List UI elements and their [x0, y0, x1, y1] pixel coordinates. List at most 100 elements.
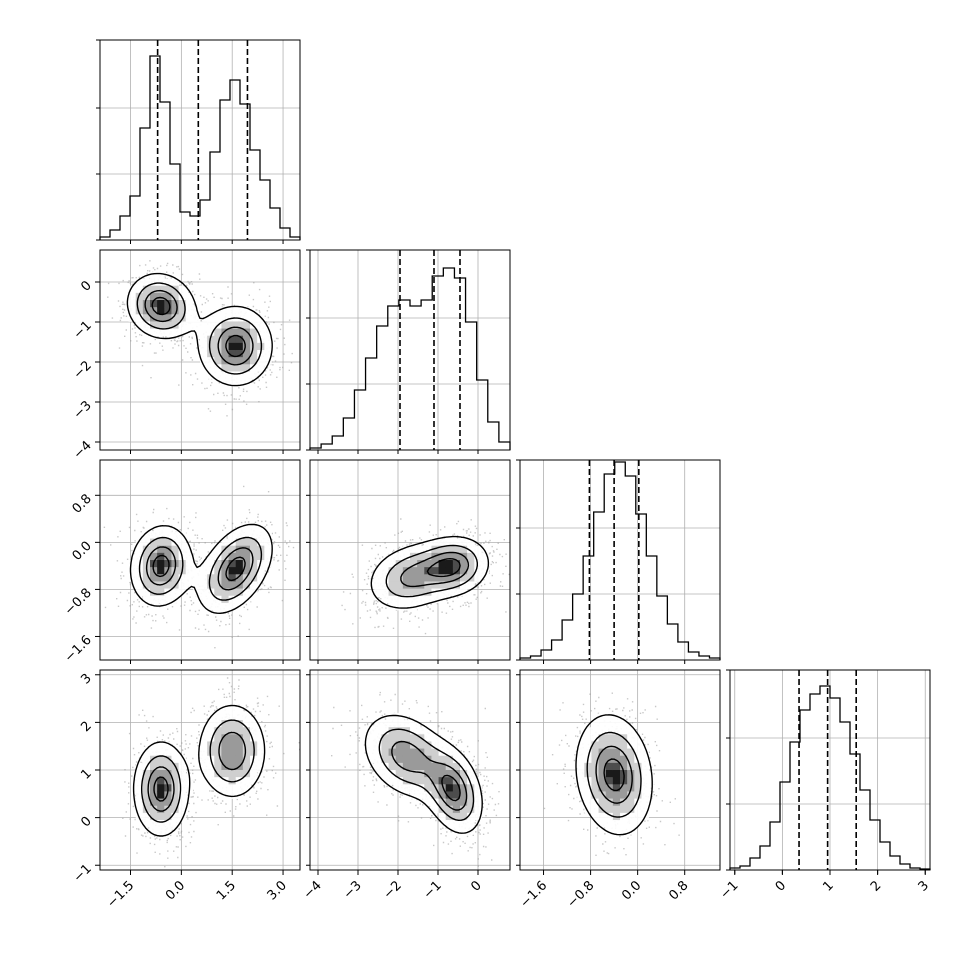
density-cell — [460, 784, 468, 792]
density-cell — [214, 328, 222, 337]
density-cell — [388, 560, 397, 568]
density-cell — [200, 762, 208, 771]
density-cell — [164, 560, 172, 568]
density-cell — [467, 552, 475, 561]
density-cell — [242, 545, 251, 554]
density-cell — [250, 777, 258, 785]
density-cell — [207, 770, 215, 778]
density-cell — [221, 378, 229, 387]
contour-line-2 — [145, 546, 254, 591]
density-cell — [185, 300, 194, 308]
density-cell — [142, 292, 151, 301]
density-cell — [157, 321, 165, 329]
density-cell — [235, 574, 244, 582]
density-cell — [171, 531, 179, 539]
density-cell — [164, 574, 172, 582]
density-cell — [577, 784, 585, 792]
density-cell — [150, 798, 158, 807]
density-cell — [242, 552, 251, 561]
density-cell — [424, 762, 432, 771]
contour-line-2 — [595, 745, 633, 804]
density-cell — [178, 307, 187, 315]
density-cell — [207, 314, 215, 322]
density-cell — [200, 357, 208, 365]
density-cell — [612, 798, 621, 807]
density-cell — [598, 770, 607, 778]
density-cell — [142, 798, 151, 807]
density-cell — [150, 762, 158, 771]
density-cell — [438, 545, 447, 554]
density-cell — [228, 307, 237, 315]
density-cell — [242, 335, 251, 344]
density-cell — [235, 734, 244, 742]
density-cell — [591, 734, 599, 742]
density-cell — [374, 741, 382, 749]
density-cell — [605, 748, 614, 757]
density-cell — [228, 791, 237, 799]
density-cell — [634, 734, 642, 742]
density-cell — [157, 300, 165, 308]
density-cell — [257, 741, 265, 749]
density-cell — [410, 748, 418, 757]
density-cell — [417, 762, 425, 771]
density-cell — [634, 748, 642, 757]
density-cell — [410, 755, 418, 764]
density-cell — [627, 748, 635, 757]
density-cell — [395, 755, 404, 764]
x-axis-0-tick-label: −1.5 — [104, 878, 137, 911]
density-cell — [424, 777, 432, 785]
density-cell — [584, 762, 592, 771]
density-cell — [641, 755, 649, 764]
density-cell — [178, 770, 187, 778]
density-cell — [627, 777, 635, 785]
density-cell — [591, 791, 599, 799]
density-cell — [242, 581, 251, 589]
density-cell — [424, 748, 432, 757]
density-cell — [452, 762, 461, 771]
density-cell — [128, 574, 137, 582]
density-cell — [467, 560, 475, 568]
density-cell — [395, 567, 404, 575]
density-cell — [605, 798, 614, 807]
density-cell — [142, 328, 151, 337]
density-cell — [395, 770, 404, 778]
density-cell — [200, 595, 208, 604]
density-cell — [150, 595, 158, 604]
histogram-panel-2 — [516, 459, 721, 664]
density-cell — [591, 777, 599, 785]
density-cell — [178, 545, 187, 554]
density-cell — [250, 560, 258, 568]
density-cell — [228, 712, 237, 721]
density-cell — [445, 545, 454, 554]
density-cell — [591, 770, 599, 778]
y-axis-3-tick-label: −1 — [71, 861, 95, 885]
density-cell — [257, 755, 265, 764]
density-cell — [641, 784, 649, 792]
density-cell — [235, 727, 244, 735]
density-cell — [250, 720, 258, 728]
density-cell — [214, 581, 222, 589]
density-cell — [374, 727, 382, 735]
density-cell — [402, 560, 411, 568]
density-cell — [142, 545, 151, 554]
density-cell — [627, 812, 635, 821]
density-cell — [228, 545, 237, 554]
density-cell — [634, 820, 642, 828]
density-cell — [395, 734, 404, 742]
density-panel-0-1: −4 −3 −2 −1 0 — [71, 249, 301, 462]
y-axis-1-tick-label: −2 — [71, 358, 95, 382]
density-panel-2-3: −1.6 −0.8 0.0 0.8 — [516, 669, 721, 911]
density-cell — [164, 755, 172, 764]
density-cell — [185, 581, 194, 589]
density-cell — [250, 538, 258, 547]
density-cell — [242, 720, 251, 728]
density-cell — [142, 595, 151, 604]
density-cell — [424, 791, 432, 799]
density-cell — [605, 805, 614, 814]
density-cell — [128, 567, 137, 575]
density-cell — [612, 827, 621, 835]
density-cell — [178, 791, 187, 799]
density-cell — [221, 538, 229, 547]
density-cell — [142, 581, 151, 589]
density-cell — [235, 335, 244, 344]
